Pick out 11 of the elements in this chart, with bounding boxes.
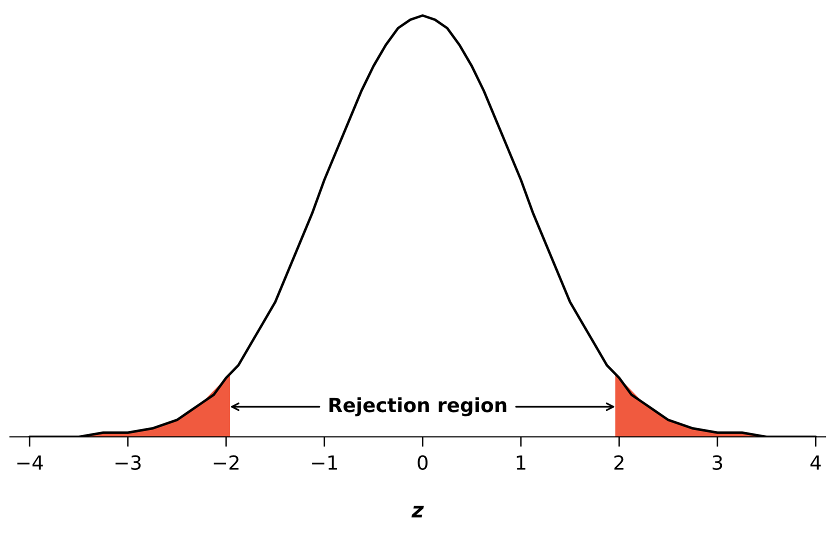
x-tick-label: −3 xyxy=(116,455,141,470)
x-tick-label: 0 xyxy=(418,455,428,470)
x-tick-label: 1 xyxy=(516,455,526,470)
x-axis-title: z xyxy=(411,506,424,518)
x-tick-label: −1 xyxy=(312,455,337,470)
x-tick-label: −4 xyxy=(17,455,43,470)
x-tick-label: 2 xyxy=(614,455,624,470)
annotation: Rejection region xyxy=(329,397,506,416)
x-tick-label: 4 xyxy=(810,455,821,470)
x-tick-label: 3 xyxy=(712,455,722,470)
x-tick-label: −2 xyxy=(214,455,238,470)
